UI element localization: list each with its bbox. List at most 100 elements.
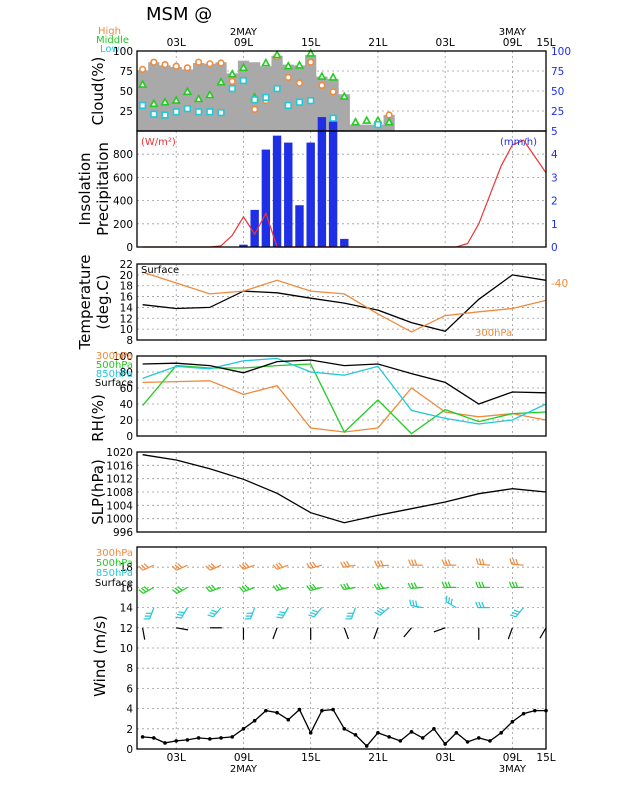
wind-barb-surface-8 [403,627,412,638]
cloud-low-marker-3 [172,108,180,116]
wind-barb-300hpa-2 [205,563,222,571]
wind-barb-300hpa-8 [408,559,423,566]
bottom-time-tick-3: 21L [368,752,387,764]
wind-barb-feather [207,614,214,618]
wind-barb-feather [205,586,211,592]
slp-ytick-4: 1012 [106,474,133,486]
legend-low: Low [100,44,120,55]
cloud-middle-marker-15 [306,48,316,57]
wind-barb-feather [306,585,311,591]
wind-barb-feather [514,581,519,588]
wind-barb-surface-4 [272,627,278,640]
wind-speed-point-7 [219,736,223,740]
wind-barb-shaft [142,627,146,640]
wind-barb-850hpa-2 [207,607,222,618]
precip-bar-8 [328,121,338,247]
rh-ytick-2: 40 [120,399,133,411]
wind-barb-500hpa-1 [172,586,188,594]
bottom-time-tick-5: 09L [503,752,522,764]
cloud-low-marker-2 [161,111,169,119]
slp-ytick-6: 1020 [106,447,133,459]
wind-barb-surface-1 [176,627,189,631]
wind-barb-shaft [410,586,423,590]
wind-barb-850hpa-5 [308,607,323,618]
temp-ytick-7: 22 [120,259,133,271]
cloud-middle-marker-3 [171,95,181,104]
wind-barb-300hpa-0 [138,563,155,571]
wind-barb-feather [278,583,283,590]
rh-line-300hpa [142,380,547,433]
wind-barb-feather [143,586,149,591]
wind-barb-feather [211,609,218,613]
wind-barb-shaft [403,627,412,638]
wind-frame [136,546,547,750]
slp-frame [136,451,547,533]
cloud-ytick-1: 50 [120,86,133,98]
cloud-low-marker-21 [374,121,382,129]
wind-barb-300hpa-6 [340,560,356,568]
wind-barb-feather [244,584,250,590]
cloud-middle-marker-2 [160,97,170,106]
precip-bar-0 [239,244,248,247]
cloud-ytick-3: 100 [113,46,133,58]
cloud-middle-marker-22 [384,117,394,126]
temp-line-300hpa [142,271,547,333]
wind-barb-feather [312,609,319,613]
temp-ytick-2: 12 [120,313,133,325]
wind-speed-point-3 [174,739,179,743]
wind-barb-feather [208,564,214,570]
temp-ytick-6: 20 [120,270,133,282]
wind-barb-feather [445,595,448,602]
cloud-low-marker-17 [329,114,337,122]
insolation-unit: (W/m²) [141,137,176,148]
ins-ylabel: InsolationPrecipitation [76,142,112,236]
wind-barb-850hpa-3 [244,607,256,620]
cloud-ylabel: Cloud(%) [89,57,107,126]
wind-ytick-4: 8 [126,663,133,675]
cloud-low-marker-1 [150,110,158,118]
bottom-time-tick-6: 15L [536,752,555,764]
cloud-ytick-2: 75 [120,66,133,78]
cloud-middle-marker-8 [227,69,237,78]
wind-speed-point-16 [320,708,324,713]
wind-barb-feather [378,608,385,612]
ins-ytick-1: 200 [113,219,133,231]
cloud-high-marker-13 [284,73,292,81]
wind-barb-feather [374,560,378,567]
top-time-tick-2: 15L [301,37,320,49]
wind-barb-shaft [343,564,356,568]
wind-barb-500hpa-2 [205,584,222,593]
wind-barb-850hpa-0 [143,607,155,620]
cloud-high-marker-7 [217,59,225,67]
cloud-middle-marker-11 [261,57,271,67]
precip-bar-7 [317,117,327,247]
wind-barb-feather [411,559,415,566]
wind-barb-feather [410,582,415,589]
wind-barb-850hpa-4 [276,607,289,619]
wind-barb-feather [205,565,211,571]
cloud-middle-marker-9 [238,62,249,72]
wind-barb-300hpa-3 [239,562,255,570]
wind-barb-feather [379,582,384,589]
ins-ytick-0: 0 [126,242,133,254]
wind-legend-3: Surface [95,578,133,589]
rh-legend-3: Surface [95,378,133,389]
cloud-middle-marker-17 [328,72,338,81]
top-time-tick-4: 03L [436,37,455,49]
wind-speed-point-18 [342,727,347,731]
wind-barb-feather [409,599,412,606]
wind-speed-point-15 [308,731,313,735]
slp-ylabel-line-0: SLP(hPa) [89,459,107,525]
wind-barb-shaft [272,627,278,640]
ins-ytick-3: 600 [113,172,133,184]
wind-barb-shaft [511,563,524,566]
cloud-ytick-0: 25 [120,106,133,118]
wind-barb-surface-12 [539,627,547,639]
cloud-low-marker-15 [307,97,315,105]
wind-speed-point-17 [331,707,335,712]
precip-bar-9 [340,238,349,247]
wind-barb-feather [244,562,250,568]
wind-speed-point-32 [499,731,503,735]
ins-ytick-4: 800 [113,149,133,161]
